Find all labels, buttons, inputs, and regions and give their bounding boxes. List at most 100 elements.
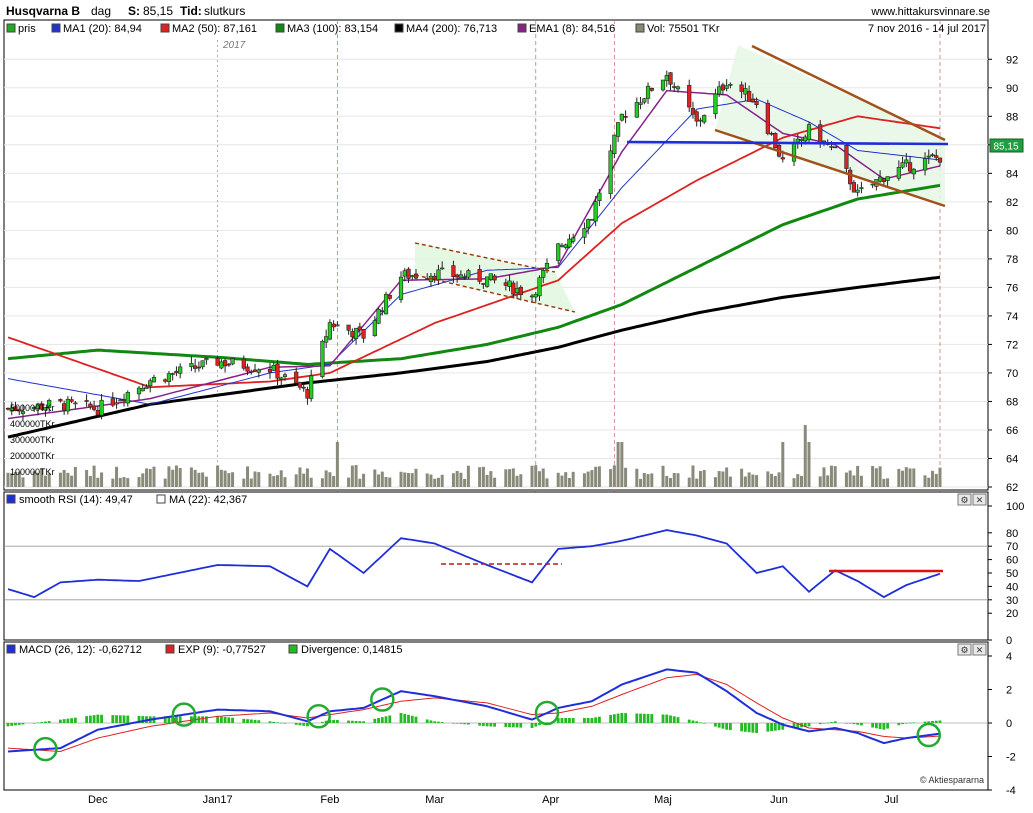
legend-ema1: EMA1 (8): 84,516 bbox=[529, 23, 615, 35]
volume-bars bbox=[6, 425, 942, 487]
volume-bar bbox=[440, 474, 444, 487]
candle-body bbox=[896, 167, 901, 179]
candle-body bbox=[911, 168, 916, 175]
divergence-bar bbox=[111, 715, 115, 723]
volume-bar bbox=[770, 473, 774, 487]
volume-bar bbox=[6, 472, 10, 487]
volume-bar bbox=[676, 473, 680, 487]
candle-body bbox=[597, 192, 602, 202]
divergence-bar bbox=[792, 723, 796, 729]
candle-body bbox=[720, 84, 726, 91]
volume-bar bbox=[373, 469, 377, 487]
macd-legend-swatch bbox=[6, 644, 16, 654]
candle-body bbox=[668, 72, 673, 85]
volume-bar bbox=[347, 477, 351, 487]
volume-bar bbox=[66, 472, 70, 487]
price-tick-label: 64 bbox=[1006, 453, 1018, 465]
volume-axis: 100000TKr 200000TKr 300000TKr 400000TKr 5000… bbox=[10, 403, 55, 477]
divergence-bar bbox=[871, 723, 875, 728]
divergence-bar bbox=[624, 713, 627, 723]
candle-body bbox=[791, 142, 797, 162]
volume-bar bbox=[908, 468, 912, 487]
divergence-bar bbox=[88, 715, 92, 723]
volume-bar bbox=[70, 475, 74, 487]
volume-bar bbox=[85, 470, 89, 487]
divergence-bar bbox=[695, 721, 699, 723]
volume-bar bbox=[111, 478, 115, 487]
candle-body bbox=[806, 124, 812, 141]
volume-bar bbox=[414, 468, 418, 487]
volume-bar bbox=[268, 473, 272, 487]
divergence-bar bbox=[481, 723, 485, 726]
candle-body bbox=[189, 363, 194, 367]
candle-body bbox=[803, 136, 808, 142]
candle-body bbox=[118, 399, 123, 402]
candle-body bbox=[507, 280, 512, 287]
volume-bar bbox=[650, 473, 654, 487]
volume-bar bbox=[728, 476, 732, 487]
close-icon: ✕ bbox=[976, 645, 984, 655]
legend-ma4: MA4 (200): 76,713 bbox=[406, 23, 497, 35]
legend-swatch-ema1 bbox=[517, 23, 527, 33]
divergence-bar bbox=[463, 723, 467, 725]
rsi-panel bbox=[3, 491, 989, 641]
divergence-bar bbox=[796, 723, 800, 728]
divergence-bar bbox=[511, 723, 515, 728]
volume-bar bbox=[253, 471, 257, 487]
candle-body bbox=[739, 84, 744, 92]
divergence-bar bbox=[646, 713, 650, 723]
macd-lines bbox=[7, 668, 941, 753]
volume-bar bbox=[695, 478, 699, 487]
divergence-bar bbox=[47, 721, 51, 723]
divergence-bar bbox=[283, 723, 287, 724]
divergence-bar bbox=[257, 720, 261, 723]
macd-panel-controls[interactable]: ⚙ ✕ bbox=[957, 643, 987, 656]
x-tick-label: Jul bbox=[884, 794, 898, 806]
rsi-legend-label: smooth RSI (14): 49,47 bbox=[19, 494, 133, 506]
volume-bar bbox=[197, 472, 201, 487]
rsi-panel-controls[interactable]: ⚙ ✕ bbox=[957, 493, 987, 506]
candle-body bbox=[219, 361, 224, 369]
rsi-tick-label: 100 bbox=[1006, 501, 1024, 513]
candle-body bbox=[608, 150, 613, 194]
divergence-bar bbox=[219, 716, 223, 723]
divergence-bar bbox=[126, 715, 130, 723]
candle-body bbox=[586, 219, 591, 229]
candle-body bbox=[533, 293, 538, 298]
candle-body bbox=[267, 368, 273, 373]
candle-body bbox=[193, 365, 198, 369]
candle-body bbox=[702, 115, 707, 123]
rsi-close-button[interactable] bbox=[972, 493, 987, 506]
candle-body bbox=[773, 133, 778, 149]
macd-close-button[interactable] bbox=[972, 643, 987, 656]
x-tick-label: Feb bbox=[320, 794, 339, 806]
macd-tick-label: -4 bbox=[1006, 785, 1016, 797]
divergence-bar bbox=[249, 719, 253, 723]
legend-swatch-ma4 bbox=[394, 23, 404, 33]
volume-bar bbox=[818, 476, 822, 487]
volume-bar bbox=[534, 465, 538, 487]
divergence-bar bbox=[586, 717, 590, 723]
candle-body bbox=[406, 268, 411, 279]
candle-body bbox=[795, 138, 800, 143]
rsi-settings-button[interactable] bbox=[957, 493, 972, 506]
ma-line-ma2 bbox=[7, 115, 941, 389]
volume-bar bbox=[803, 425, 807, 487]
volume-bar bbox=[882, 478, 886, 487]
volume-bar bbox=[661, 465, 665, 487]
volume-tick-label: 200000TKr bbox=[10, 451, 55, 461]
volume-bar bbox=[275, 475, 279, 487]
support-line-blue bbox=[626, 140, 949, 146]
divergence-bar bbox=[519, 723, 523, 728]
rsi-tick-label: 80 bbox=[1006, 528, 1018, 540]
candle-body bbox=[222, 360, 228, 367]
candle-body bbox=[488, 273, 493, 280]
divergence-bar bbox=[294, 723, 298, 725]
candle-body bbox=[249, 370, 254, 373]
price-tick-label: 92 bbox=[1006, 54, 1018, 66]
volume-bar bbox=[354, 465, 358, 487]
rsi-tick-label: 60 bbox=[1006, 555, 1018, 567]
macd-settings-button[interactable] bbox=[957, 643, 972, 656]
volume-bar bbox=[740, 468, 744, 487]
candle-body bbox=[125, 392, 130, 404]
